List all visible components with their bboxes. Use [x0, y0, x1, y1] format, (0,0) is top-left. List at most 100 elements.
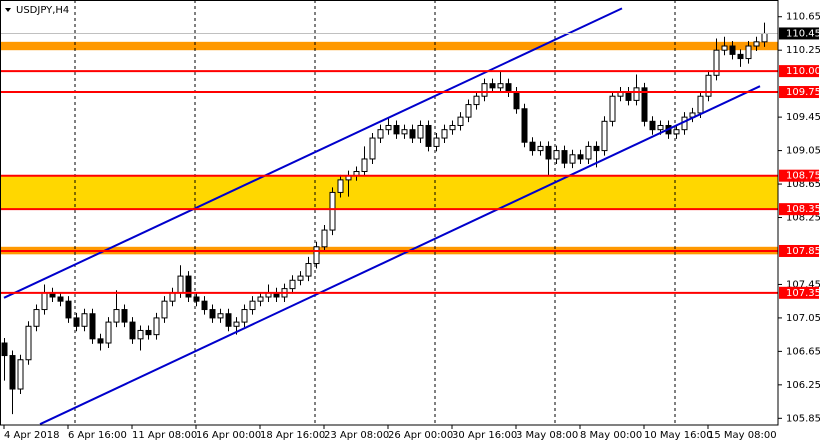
- candle-body: [377, 129, 384, 139]
- x-tick-label: 18 Apr 16:00: [260, 430, 325, 441]
- candle-body: [425, 124, 432, 147]
- x-tick-label: 11 Apr 08:00: [132, 430, 197, 441]
- level-label-box: [779, 169, 819, 182]
- separators: [74, 0, 676, 425]
- candle-body: [73, 317, 80, 327]
- candle-body: [457, 116, 464, 126]
- candle-body: [297, 275, 304, 281]
- candle-body: [329, 191, 336, 231]
- x-tick-label: 30 Apr 16:00: [452, 430, 517, 441]
- x-tick-label: 4 Apr 2018: [4, 430, 59, 441]
- candle-body: [129, 321, 136, 340]
- candle-body: [433, 137, 440, 147]
- candle-body: [497, 83, 504, 89]
- candle-body: [737, 53, 744, 60]
- x-tick-label: 16 Apr 00:00: [196, 430, 261, 441]
- candle-body: [521, 108, 528, 143]
- candle-body: [33, 309, 40, 327]
- candle-body: [601, 120, 608, 152]
- candle-body: [729, 45, 736, 55]
- candle-body: [305, 263, 312, 277]
- candle-body: [489, 83, 496, 89]
- candle-body: [449, 124, 456, 131]
- candle-body: [313, 246, 320, 265]
- candle-body: [761, 32, 768, 43]
- trendline: [39, 85, 761, 426]
- candle-body: [145, 329, 152, 336]
- y-tick-label: 110.65: [786, 12, 820, 23]
- x-tick-label: 26 Apr 00:00: [388, 430, 453, 441]
- candle-body: [321, 229, 328, 248]
- candle-body: [393, 124, 400, 135]
- x-tick-label: 3 May 08:00: [516, 430, 578, 441]
- level-label: 110.00: [786, 66, 820, 77]
- candle-body: [169, 292, 176, 302]
- candle-body: [441, 129, 448, 139]
- candle-body: [65, 300, 72, 319]
- candle-body: [513, 91, 520, 110]
- candle-body: [657, 124, 664, 131]
- candle-body: [409, 129, 416, 139]
- y-tick-label: 107.05: [786, 313, 820, 324]
- title-arrow: [5, 8, 11, 12]
- level-label: 108.35: [786, 204, 820, 215]
- candle-body: [289, 279, 296, 290]
- last-price-box: [779, 27, 819, 40]
- y-tick-label: 105.85: [786, 413, 820, 424]
- level-label: 108.75: [786, 171, 820, 182]
- candle-body: [721, 45, 728, 51]
- candle-body: [177, 275, 184, 294]
- level-label-box: [779, 65, 819, 78]
- x-tick-label: 8 May 00:00: [580, 430, 642, 441]
- level-label-box: [779, 244, 819, 257]
- candle-body: [185, 275, 192, 298]
- candle-body: [25, 325, 32, 361]
- level-label-box: [779, 286, 819, 299]
- x-tick-label: 15 May 08:00: [708, 430, 777, 441]
- candle-body: [417, 124, 424, 139]
- candle-body: [121, 309, 128, 323]
- candle-body: [625, 91, 632, 101]
- y-tick-label: 106.65: [786, 346, 820, 357]
- level-label: 107.35: [786, 288, 820, 299]
- zone: [0, 175, 778, 210]
- candle-body: [161, 300, 168, 319]
- candle-body: [113, 309, 120, 323]
- trendline: [3, 7, 623, 299]
- candle-body: [17, 359, 24, 390]
- candle-body: [745, 45, 752, 60]
- last-price-label: 110.45: [786, 28, 820, 39]
- candle-body: [361, 158, 368, 173]
- candle-body: [217, 313, 224, 319]
- candle-body: [249, 300, 256, 311]
- candle-body: [89, 313, 96, 340]
- candle-body: [713, 49, 720, 76]
- candle-body: [505, 83, 512, 93]
- candle-body: [225, 313, 232, 327]
- y-tick-label: 109.45: [786, 112, 820, 123]
- candle-body: [233, 321, 240, 327]
- plot-frame: [0, 0, 779, 426]
- x-tick-label: 23 Apr 08:00: [324, 430, 389, 441]
- level-label: 107.85: [786, 246, 820, 257]
- candle-body: [9, 355, 16, 390]
- candle-body: [753, 41, 760, 47]
- candle-body: [369, 137, 376, 160]
- y-tick-label: 108.65: [786, 179, 820, 190]
- candle-body: [81, 313, 88, 327]
- zone: [0, 41, 778, 51]
- candle-body: [241, 309, 248, 323]
- candle-body: [697, 95, 704, 114]
- candle-body: [473, 95, 480, 106]
- candle-body: [209, 309, 216, 319]
- candle-body: [1, 342, 8, 357]
- candle-body: [641, 87, 648, 122]
- candle-body: [609, 95, 616, 122]
- level-label: 109.75: [786, 87, 820, 98]
- chart-title: USDJPY,H4: [16, 5, 69, 16]
- candle-body: [673, 129, 680, 135]
- candle-body: [481, 83, 488, 97]
- candle-body: [97, 338, 104, 344]
- candle-body: [577, 154, 584, 160]
